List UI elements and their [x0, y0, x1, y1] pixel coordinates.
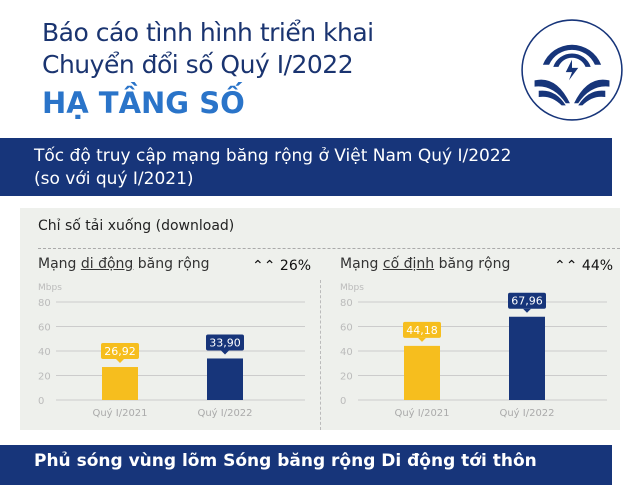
- download-panel: Chỉ số tải xuống (download) Mạng di động…: [20, 208, 620, 430]
- fixed-chart-title: Mạng cố định băng rộng: [340, 256, 510, 272]
- bar: [509, 316, 545, 400]
- speed-banner-line2: (so với quý I/2021): [34, 169, 194, 189]
- y-tick-label: 80: [38, 298, 51, 309]
- x-tick-label: Quý I/2022: [499, 407, 554, 419]
- data-label-pointer: [418, 337, 426, 342]
- x-tick-label: Quý I/2021: [394, 407, 449, 419]
- data-label-bg: [206, 334, 244, 351]
- y-tick-label: 20: [38, 372, 51, 383]
- data-label: 33,90: [209, 336, 241, 349]
- bar: [102, 367, 138, 400]
- data-label-bg: [101, 343, 139, 360]
- ministry-logo: [521, 19, 623, 121]
- data-label: 44,18: [406, 324, 438, 337]
- y-tick-label: 40: [340, 347, 353, 358]
- growth-value: 44%: [581, 258, 614, 274]
- bar: [404, 345, 440, 400]
- title-text: băng rộng: [133, 256, 210, 272]
- y-axis-unit: Mbps: [38, 283, 62, 293]
- speed-banner: Tốc độ truy cập mạng băng rộng ở Việt Na…: [0, 138, 612, 196]
- fixed-chart: Mbps 0 20 40 60 80 44,18 Quý I/2021 67,96 Quý I/2…: [340, 283, 607, 419]
- data-label-bg: [403, 321, 441, 338]
- fixed-growth: ⌃⌃ 44%: [554, 258, 613, 274]
- y-tick-label: 60: [38, 323, 51, 334]
- data-label-pointer: [523, 308, 531, 313]
- y-tick-label: 0: [340, 396, 346, 407]
- title-underlined: cố định: [382, 256, 435, 272]
- data-label: 67,96: [511, 295, 543, 308]
- title-underlined: di động: [80, 256, 134, 272]
- report-title-line1: Báo cáo tình hình triển khai: [42, 18, 374, 47]
- coverage-banner: Phủ sóng vùng lõm Sóng băng rộng Di động…: [0, 445, 612, 485]
- y-tick-label: 80: [340, 298, 353, 309]
- double-chevron-up-icon: ⌃⌃: [252, 258, 276, 274]
- divider: [38, 248, 620, 249]
- title-text: Mạng: [38, 256, 81, 272]
- report-title-line2: Chuyển đổi số Quý I/2022: [42, 50, 354, 79]
- title-text: băng rộng: [434, 256, 511, 272]
- x-tick-label: Quý I/2022: [197, 407, 252, 419]
- mobile-chart: Mbps 0 20 40 60 80 26,92 Quý I/2021 33,90 Quý I/2…: [38, 283, 305, 419]
- data-label: 26,92: [104, 345, 136, 358]
- title-text: Mạng: [340, 256, 383, 272]
- y-tick-label: 0: [38, 396, 44, 407]
- y-tick-label: 20: [340, 372, 353, 383]
- mobile-chart-title: Mạng di động băng rộng: [38, 256, 210, 272]
- section-title: HẠ TẦNG SỐ: [42, 86, 245, 120]
- growth-value: 26%: [279, 258, 312, 274]
- panel-title: Chỉ số tải xuống (download): [38, 218, 235, 234]
- speed-banner-line1: Tốc độ truy cập mạng băng rộng ở Việt Na…: [34, 146, 512, 166]
- double-chevron-up-icon: ⌃⌃: [554, 258, 578, 274]
- mobile-growth: ⌃⌃ 26%: [252, 258, 311, 274]
- data-label-pointer: [221, 350, 229, 355]
- x-tick-label: Quý I/2021: [92, 407, 147, 419]
- y-tick-label: 40: [38, 347, 51, 358]
- divider-vertical: [320, 280, 321, 430]
- data-label-pointer: [116, 359, 124, 364]
- y-tick-label: 60: [340, 323, 353, 334]
- y-axis-unit: Mbps: [340, 283, 364, 293]
- bar: [207, 358, 243, 400]
- data-label-bg: [508, 292, 546, 309]
